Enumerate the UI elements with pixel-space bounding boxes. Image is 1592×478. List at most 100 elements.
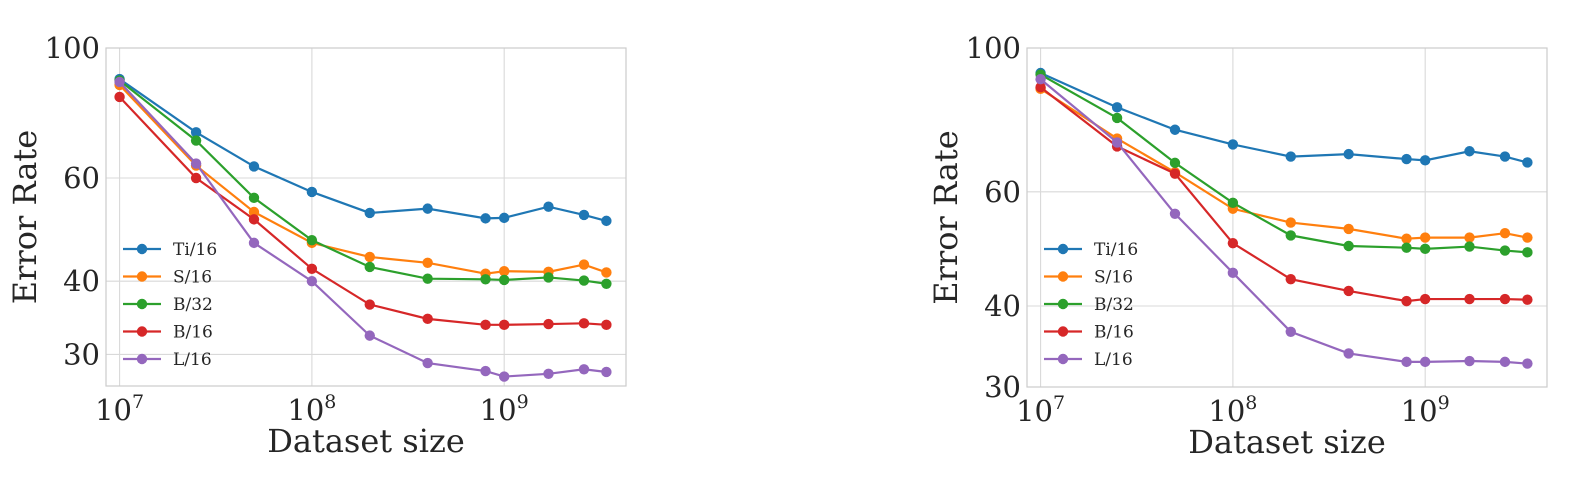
- data-point: [1401, 295, 1412, 307]
- legend-item: L/16: [1044, 350, 1133, 370]
- legend-marker: [136, 243, 148, 255]
- data-point: [248, 161, 260, 172]
- data-point: [306, 234, 318, 246]
- data-point: [114, 91, 125, 103]
- data-point: [422, 203, 433, 214]
- data-point: [498, 319, 510, 331]
- legend-label: L/16: [173, 350, 212, 370]
- data-point: [1343, 285, 1354, 297]
- data-point: [1169, 168, 1181, 179]
- data-point: [1522, 294, 1533, 305]
- data-point: [1419, 155, 1431, 166]
- legend-label: B/32: [1094, 295, 1134, 315]
- data-point: [306, 186, 318, 198]
- series-l-16: [1035, 74, 1533, 369]
- legend-label: S/16: [1094, 268, 1133, 288]
- data-point: [248, 206, 260, 218]
- data-point: [364, 299, 375, 310]
- data-point: [364, 207, 375, 219]
- data-point: [1169, 124, 1181, 135]
- y-tick-label: 30: [63, 337, 100, 371]
- data-point: [1285, 230, 1296, 241]
- legend-item: B/32: [1044, 295, 1134, 315]
- y-axis-label: Error Rate: [6, 130, 44, 304]
- legend-marker: [1057, 298, 1069, 310]
- data-point: [1522, 247, 1533, 258]
- data-point: [498, 371, 510, 382]
- legend-item: B/16: [123, 323, 213, 343]
- x-tick-label: 108: [1208, 392, 1257, 428]
- chart-right: 107 108 109 30 40 60 100 Dataset size Error Rate…: [927, 31, 1548, 461]
- data-point: [422, 257, 433, 269]
- legend-item: S/16: [123, 268, 212, 288]
- data-point: [1169, 157, 1181, 169]
- legend-item: B/16: [1044, 323, 1134, 343]
- data-point: [1522, 232, 1533, 243]
- legend-marker: [1057, 271, 1069, 282]
- chart-left: 107 108 109 30 40 60 100 Dataset size Error Rate…: [6, 31, 627, 460]
- data-point: [1343, 223, 1354, 235]
- y-tick-label: 100: [45, 31, 100, 65]
- data-point: [364, 330, 375, 341]
- data-point: [1401, 153, 1412, 165]
- data-point: [1285, 217, 1296, 228]
- data-point: [543, 368, 554, 380]
- legend-label: S/16: [173, 268, 212, 288]
- plot-frame: [1026, 47, 1548, 388]
- data-point: [1285, 326, 1296, 337]
- legend-marker: [136, 298, 148, 310]
- data-point: [1169, 208, 1181, 219]
- data-point: [1401, 233, 1412, 244]
- x-tick-label: 109: [480, 391, 529, 427]
- data-point: [578, 364, 590, 375]
- data-point: [480, 213, 491, 224]
- legend-item: Ti/16: [1044, 240, 1138, 260]
- data-point: [422, 273, 433, 284]
- data-point: [1464, 293, 1475, 305]
- data-point: [1111, 112, 1123, 124]
- data-point: [1343, 148, 1354, 160]
- data-point: [1499, 356, 1511, 368]
- legend-label: L/16: [1094, 350, 1133, 370]
- data-point: [1401, 356, 1412, 368]
- data-point: [1499, 151, 1511, 162]
- data-point: [498, 266, 510, 277]
- data-point: [1227, 267, 1239, 279]
- data-point: [480, 319, 491, 331]
- legend: Ti/16 S/16 B/32 B/16 L/16: [123, 240, 217, 370]
- legend: Ti/16 S/16 B/32 B/16 L/16: [1044, 240, 1138, 370]
- legend-label: B/32: [173, 295, 213, 315]
- data-point: [190, 135, 202, 146]
- series-b-32: [1035, 69, 1533, 258]
- x-tick-label: 109: [1401, 392, 1450, 428]
- series-b-16: [1035, 82, 1533, 307]
- data-point: [1227, 139, 1239, 150]
- data-point: [1499, 293, 1511, 305]
- data-point: [543, 201, 554, 212]
- y-tick-label: 30: [984, 370, 1021, 404]
- data-point: [1464, 146, 1475, 157]
- y-tick-label: 60: [63, 161, 100, 195]
- data-point: [1522, 157, 1533, 168]
- data-point: [1401, 242, 1412, 253]
- series-line: [1040, 73, 1528, 254]
- data-point: [1419, 293, 1431, 305]
- legend-item: Ti/16: [123, 240, 217, 260]
- data-point: [498, 212, 510, 224]
- data-point: [578, 275, 590, 286]
- data-point: [1499, 245, 1511, 256]
- series-s-16: [1035, 83, 1533, 244]
- data-point: [1111, 137, 1123, 148]
- data-point: [543, 272, 554, 283]
- legend-marker: [136, 353, 148, 365]
- legend-marker: [1057, 243, 1069, 255]
- data-point: [364, 261, 375, 273]
- legend-label: B/16: [1094, 323, 1134, 343]
- data-point: [1111, 102, 1123, 113]
- data-point: [306, 263, 318, 274]
- data-point: [1227, 237, 1239, 249]
- data-point: [1285, 273, 1296, 285]
- y-tick-label: 100: [966, 31, 1021, 65]
- y-tick-label: 40: [984, 289, 1021, 323]
- data-point: [190, 127, 202, 138]
